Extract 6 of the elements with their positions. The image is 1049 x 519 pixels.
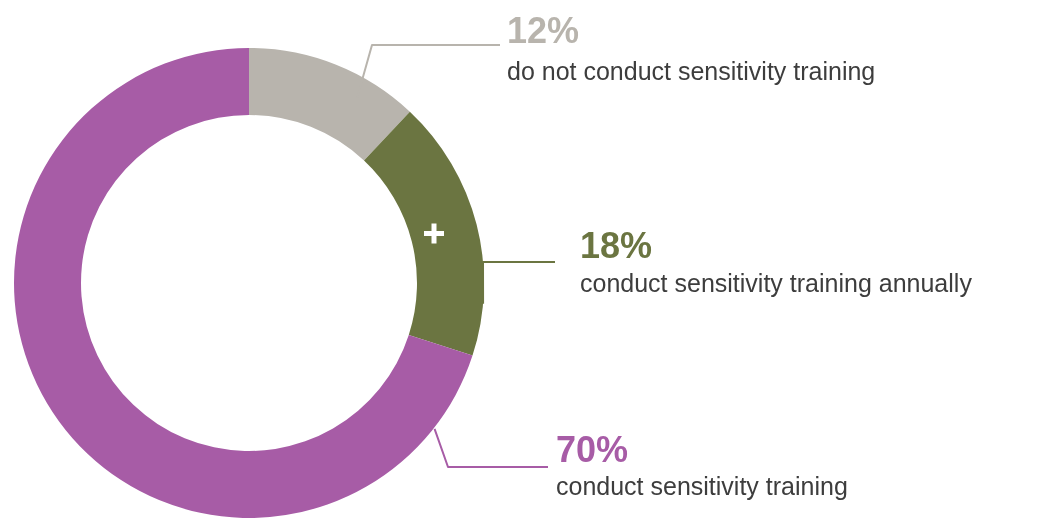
slice-label: do not conduct sensitivity training [507, 57, 876, 85]
slice-label: conduct sensitivity training annually [580, 269, 973, 297]
slice-label: conduct sensitivity training [556, 472, 848, 500]
data-label: 12% [507, 10, 580, 51]
data-label: 70% [556, 429, 629, 470]
data-label: 18% [580, 225, 653, 266]
